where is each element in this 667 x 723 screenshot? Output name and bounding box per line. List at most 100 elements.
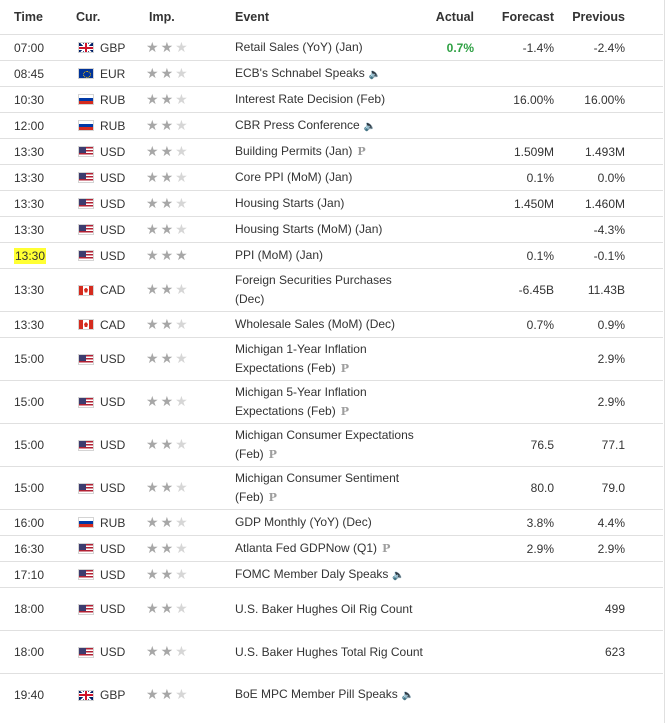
- event-time-text: 18:00: [14, 602, 45, 616]
- event-link[interactable]: Michigan Consumer Sentiment (Feb): [235, 471, 400, 504]
- event-link[interactable]: Building Permits (Jan): [235, 144, 353, 158]
- calendar-row[interactable]: 13:30 USD ★★★ PPI (MoM) (Jan) 0.1% -0.1%: [0, 242, 663, 269]
- importance-stars-icon: ★★★: [146, 644, 190, 660]
- event-previous: 16.00%: [568, 86, 663, 113]
- event-actual: [428, 164, 486, 191]
- event-previous: 2.9%: [568, 380, 663, 424]
- calendar-row[interactable]: 12:00 RUB ★★★ CBR Press Conference 🔈: [0, 112, 663, 139]
- column-header-currency[interactable]: Cur.: [76, 0, 142, 35]
- event-link[interactable]: FOMC Member Daly Speaks: [235, 566, 389, 581]
- event-name[interactable]: Core PPI (MoM) (Jan): [232, 164, 428, 191]
- event-name[interactable]: PPI (MoM) (Jan): [232, 242, 428, 269]
- event-time-text: 15:00: [14, 352, 45, 366]
- calendar-row[interactable]: 16:00 RUB ★★★ GDP Monthly (YoY) (Dec) 3.8% 4.…: [0, 509, 663, 536]
- event-actual: [428, 561, 486, 588]
- event-time: 13:30: [0, 216, 76, 243]
- event-forecast: -6.45B: [486, 268, 568, 312]
- event-link[interactable]: Michigan 1-Year Inflation Expectations (…: [235, 342, 367, 375]
- currency-code: GBP: [100, 40, 126, 55]
- column-header-forecast[interactable]: Forecast: [486, 0, 568, 35]
- calendar-row[interactable]: 15:00 USD ★★★ Michigan 1-Year Inflation Exp…: [0, 337, 663, 381]
- currency-code: USD: [100, 222, 126, 237]
- event-importance: ★★★: [142, 561, 232, 588]
- column-header-previous[interactable]: Previous: [568, 0, 663, 35]
- event-time-text: 13:30: [14, 283, 45, 297]
- event-link[interactable]: U.S. Baker Hughes Oil Rig Count: [235, 601, 413, 616]
- column-header-actual[interactable]: Actual: [428, 0, 486, 35]
- calendar-row[interactable]: 07:00 GBP ★★★ Retail Sales (YoY) (Jan) 0.7% -…: [0, 35, 663, 61]
- event-link[interactable]: GDP Monthly (YoY) (Dec): [235, 515, 372, 529]
- preliminary-icon: P: [357, 145, 366, 158]
- calendar-row[interactable]: 15:00 USD ★★★ Michigan Consumer Sentiment (…: [0, 466, 663, 510]
- event-name[interactable]: Atlanta Fed GDPNow (Q1) P: [232, 535, 428, 562]
- star-icon: ★: [160, 394, 176, 410]
- calendar-row[interactable]: 13:30 USD ★★★ Core PPI (MoM) (Jan) 0.1% 0.0%: [0, 164, 663, 191]
- calendar-row[interactable]: 19:40 GBP ★★★ BoE MPC Member Pill Speaks 🔈: [0, 673, 663, 716]
- event-link[interactable]: Atlanta Fed GDPNow (Q1): [235, 541, 378, 555]
- event-name[interactable]: ECB's Schnabel Speaks 🔈: [232, 60, 428, 87]
- currency-code: RUB: [100, 515, 126, 530]
- event-link[interactable]: U.S. Baker Hughes Total Rig Count: [235, 644, 423, 659]
- star-icon: ★: [160, 540, 176, 557]
- event-name[interactable]: Foreign Securities Purchases (Dec): [232, 268, 428, 312]
- event-name[interactable]: Interest Rate Decision (Feb): [232, 86, 428, 113]
- event-name[interactable]: Housing Starts (Jan): [232, 190, 428, 217]
- star-icon: ★: [146, 247, 161, 264]
- star-icon: ★: [146, 687, 161, 703]
- event-name[interactable]: Michigan Consumer Sentiment (Feb) P: [232, 466, 428, 510]
- event-name[interactable]: BoE MPC Member Pill Speaks 🔈: [232, 673, 428, 716]
- calendar-row[interactable]: 10:30 RUB ★★★ Interest Rate Decision (Feb) 1…: [0, 86, 663, 113]
- calendar-row[interactable]: 16:30 USD ★★★ Atlanta Fed GDPNow (Q1) P 2.9% 2…: [0, 535, 663, 562]
- event-link[interactable]: CBR Press Conference: [235, 117, 360, 132]
- event-name[interactable]: Michigan 5-Year Inflation Expectations (…: [232, 380, 428, 424]
- event-link[interactable]: Michigan Consumer Expectations (Feb): [235, 428, 414, 461]
- event-actual: [428, 216, 486, 243]
- calendar-row[interactable]: 18:00 USD ★★★ U.S. Baker Hughes Oil Rig Cou…: [0, 587, 663, 631]
- calendar-row[interactable]: 13:30 USD ★★★ Housing Starts (MoM) (Jan) -4.…: [0, 216, 663, 243]
- calendar-row[interactable]: 15:00 USD ★★★ Michigan Consumer Expectation…: [0, 423, 663, 467]
- event-name[interactable]: Housing Starts (MoM) (Jan): [232, 216, 428, 243]
- event-name[interactable]: FOMC Member Daly Speaks 🔈: [232, 561, 428, 588]
- event-link[interactable]: BoE MPC Member Pill Speaks: [235, 687, 398, 701]
- event-link[interactable]: Michigan 5-Year Inflation Expectations (…: [235, 385, 367, 418]
- currency-code: CAD: [100, 283, 126, 297]
- event-name[interactable]: CBR Press Conference 🔈: [232, 112, 428, 139]
- event-name[interactable]: Wholesale Sales (MoM) (Dec): [232, 311, 428, 338]
- event-name[interactable]: Retail Sales (YoY) (Jan): [232, 35, 428, 61]
- event-currency: CAD: [76, 268, 142, 312]
- calendar-row[interactable]: 08:45 EUR ★★★ ECB's Schnabel Speaks 🔈: [0, 60, 663, 87]
- event-name[interactable]: U.S. Baker Hughes Total Rig Count: [232, 630, 428, 674]
- column-header-time[interactable]: Time: [0, 0, 76, 35]
- column-header-importance[interactable]: Imp.: [142, 0, 232, 35]
- event-name[interactable]: Michigan Consumer Expectations (Feb) P: [232, 423, 428, 467]
- event-link[interactable]: ECB's Schnabel Speaks: [235, 65, 365, 80]
- importance-stars-icon: ★★★: [146, 601, 190, 617]
- event-time-text: 15:00: [14, 395, 45, 409]
- calendar-row[interactable]: 18:00 USD ★★★ U.S. Baker Hughes Total Rig C…: [0, 630, 663, 674]
- event-actual: [428, 268, 486, 312]
- calendar-row[interactable]: 13:30 USD ★★★ Building Permits (Jan) P 1.509M…: [0, 138, 663, 165]
- calendar-row[interactable]: 13:30 CAD ★★★ Foreign Securities Purchases …: [0, 268, 663, 312]
- event-link[interactable]: Housing Starts (Jan): [235, 196, 345, 210]
- event-actual: [428, 587, 486, 631]
- event-forecast: 0.7%: [486, 311, 568, 338]
- event-name[interactable]: Building Permits (Jan) P: [232, 138, 428, 165]
- star-icon: ★: [160, 480, 176, 496]
- calendar-row[interactable]: 15:00 USD ★★★ Michigan 5-Year Inflation Exp…: [0, 380, 663, 424]
- event-link[interactable]: Foreign Securities Purchases (Dec): [235, 273, 392, 306]
- event-link[interactable]: Retail Sales (YoY) (Jan): [235, 40, 363, 54]
- event-link[interactable]: Interest Rate Decision (Feb): [235, 92, 386, 106]
- event-link[interactable]: Wholesale Sales (MoM) (Dec): [235, 317, 396, 331]
- column-header-event[interactable]: Event: [232, 0, 428, 35]
- calendar-row[interactable]: 17:10 USD ★★★ FOMC Member Daly Speaks 🔈: [0, 561, 663, 588]
- event-name[interactable]: U.S. Baker Hughes Oil Rig Count: [232, 587, 428, 631]
- calendar-row[interactable]: 13:30 CAD ★★★ Wholesale Sales (MoM) (Dec) 0.…: [0, 311, 663, 338]
- event-name[interactable]: Michigan 1-Year Inflation Expectations (…: [232, 337, 428, 381]
- event-currency: USD: [76, 337, 142, 381]
- event-link[interactable]: PPI (MoM) (Jan): [235, 248, 324, 262]
- event-name[interactable]: GDP Monthly (YoY) (Dec): [232, 509, 428, 536]
- event-link[interactable]: Housing Starts (MoM) (Jan): [235, 222, 383, 236]
- calendar-row[interactable]: 13:30 USD ★★★ Housing Starts (Jan) 1.450M 1.4…: [0, 190, 663, 217]
- event-link[interactable]: Core PPI (MoM) (Jan): [235, 170, 353, 184]
